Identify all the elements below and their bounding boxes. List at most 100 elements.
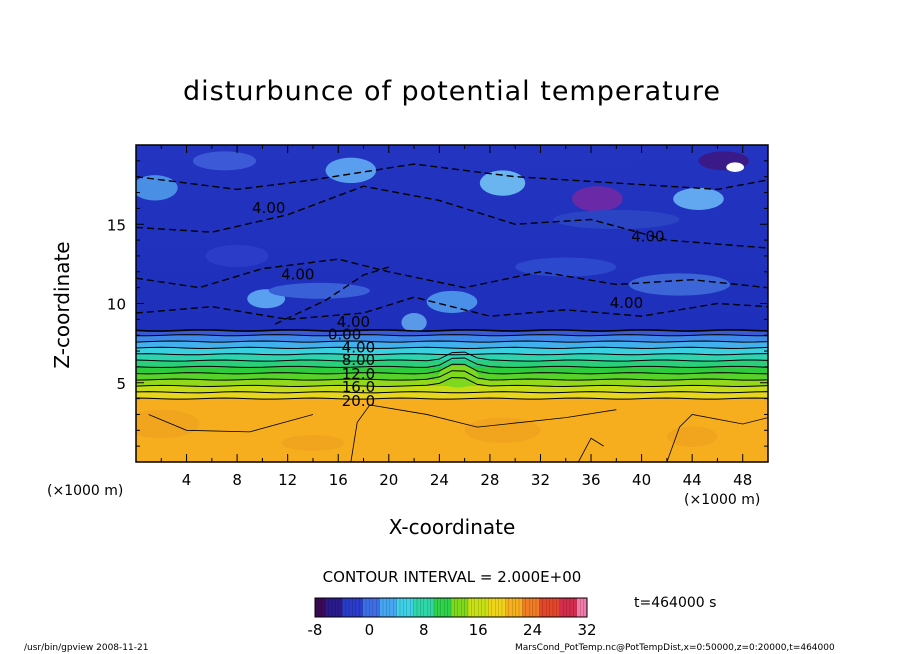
colorbar-cell — [369, 598, 374, 617]
warm-contour — [578, 437, 604, 462]
x-tick-label: 44 — [683, 471, 702, 489]
field-blob — [136, 175, 178, 201]
colorbar-cell — [372, 598, 377, 617]
contour-line — [136, 377, 768, 387]
colorbar-cell — [559, 598, 564, 617]
colorbar-cell — [321, 598, 326, 617]
colorbar-cell — [366, 598, 370, 617]
colorbar-cell — [505, 598, 510, 617]
colorbar-cell — [352, 598, 357, 617]
colorbar-cell — [498, 598, 503, 617]
contour-line — [136, 334, 768, 337]
x-tick-label: 48 — [733, 471, 752, 489]
field-blob — [572, 186, 623, 212]
colorbar-cell — [583, 598, 588, 617]
colorbar-cell — [417, 598, 421, 617]
contour-line — [136, 370, 768, 381]
x-tick-label: 24 — [430, 471, 449, 489]
colorbar-cell — [570, 598, 574, 617]
negative-contour — [136, 258, 768, 289]
warm-patch — [464, 417, 541, 443]
colorbar-cell — [437, 598, 442, 617]
contour-label: 4.00 — [631, 227, 664, 245]
contour-label: 0.00 — [328, 326, 361, 344]
colorbar-cell — [345, 598, 350, 617]
colorbar-cell — [332, 598, 336, 617]
x-tick-label: 28 — [480, 471, 499, 489]
colorbar-cell — [457, 598, 462, 617]
colorbar-cell — [566, 598, 571, 617]
x-tick-label: 12 — [278, 471, 297, 489]
colorbar-cell — [529, 598, 534, 617]
x-tick-label: 20 — [379, 471, 398, 489]
colorbar-cell — [495, 598, 500, 617]
colorbar-cell — [576, 598, 581, 617]
colorbar-cell — [410, 598, 415, 617]
colorbar-cell — [342, 598, 347, 617]
colorbar-cell — [335, 598, 340, 617]
colorbar-cell — [413, 598, 418, 617]
contour-label: 4.00 — [610, 294, 643, 312]
colorbar-cell — [362, 598, 367, 617]
colorbar-cell — [338, 598, 343, 617]
field-blob — [726, 162, 744, 172]
negative-contour — [136, 163, 768, 191]
contour-line — [136, 353, 768, 356]
contour-label: 8.00 — [342, 351, 375, 369]
x-tick-label: 36 — [581, 471, 600, 489]
color-band — [136, 392, 768, 399]
field-blob — [268, 282, 370, 299]
warm-patch — [666, 426, 718, 447]
colorbar-tick-label: 16 — [469, 621, 488, 639]
x-tick-label: 32 — [531, 471, 550, 489]
colorbar-cell — [471, 598, 476, 617]
colorbar-cell — [525, 598, 530, 617]
time-label: t=464000 s — [634, 595, 717, 611]
colorbar-cell — [318, 598, 323, 617]
colorbar-cell — [536, 598, 540, 617]
colorbar-cell — [383, 598, 387, 617]
field-blob — [673, 187, 724, 210]
negative-contour — [136, 185, 768, 249]
colorbar-cell — [580, 598, 585, 617]
colorbar-cell — [396, 598, 401, 617]
colorbar-cell — [553, 598, 557, 617]
colorbar-cell — [355, 598, 360, 617]
colorbar-cell — [488, 598, 493, 617]
colorbar-cell — [349, 598, 353, 617]
color-band — [136, 335, 768, 342]
colorbar-cell — [386, 598, 391, 617]
colorbar-cell — [539, 598, 544, 617]
contour-interval-text: CONTOUR INTERVAL = 2.000E+00 — [322, 568, 582, 586]
x-unit-right: (×1000 m) — [684, 492, 761, 508]
colorbar-tick-label: 32 — [577, 621, 596, 639]
contour-label: 4.00 — [337, 313, 370, 331]
x-tick-label: 16 — [329, 471, 348, 489]
colorbar-cell — [522, 598, 527, 617]
field-blob — [192, 151, 257, 171]
contour-line — [136, 397, 768, 400]
contour-label: 16.0 — [342, 378, 375, 396]
colorbar-cell — [406, 598, 411, 617]
colorbar-cell — [434, 598, 438, 617]
footer-data-source: MarsCond_PotTemp.nc@PotTempDist,x=0:5000… — [515, 643, 835, 653]
contour-line — [136, 340, 768, 343]
colorbar-cell — [563, 598, 568, 617]
chart-title: disturbunce of potential temperature — [183, 76, 721, 107]
colorbar-cell — [454, 598, 459, 617]
contour-line — [136, 391, 768, 394]
colorbar-cell — [502, 598, 506, 617]
colorbar-cell — [519, 598, 523, 617]
negative-contour — [136, 296, 768, 321]
colorbar-cell — [420, 598, 425, 617]
colorbar-cell — [464, 598, 469, 617]
colorbar-cell — [546, 598, 551, 617]
colorbar-cell — [451, 598, 455, 617]
colorbar-cell — [379, 598, 384, 617]
field-blob — [515, 257, 617, 277]
contour-line — [136, 357, 768, 369]
colorbar-cell — [515, 598, 520, 617]
field-blob — [479, 170, 526, 196]
colorbar-cell — [481, 598, 486, 617]
colorbar-cell — [474, 598, 479, 617]
